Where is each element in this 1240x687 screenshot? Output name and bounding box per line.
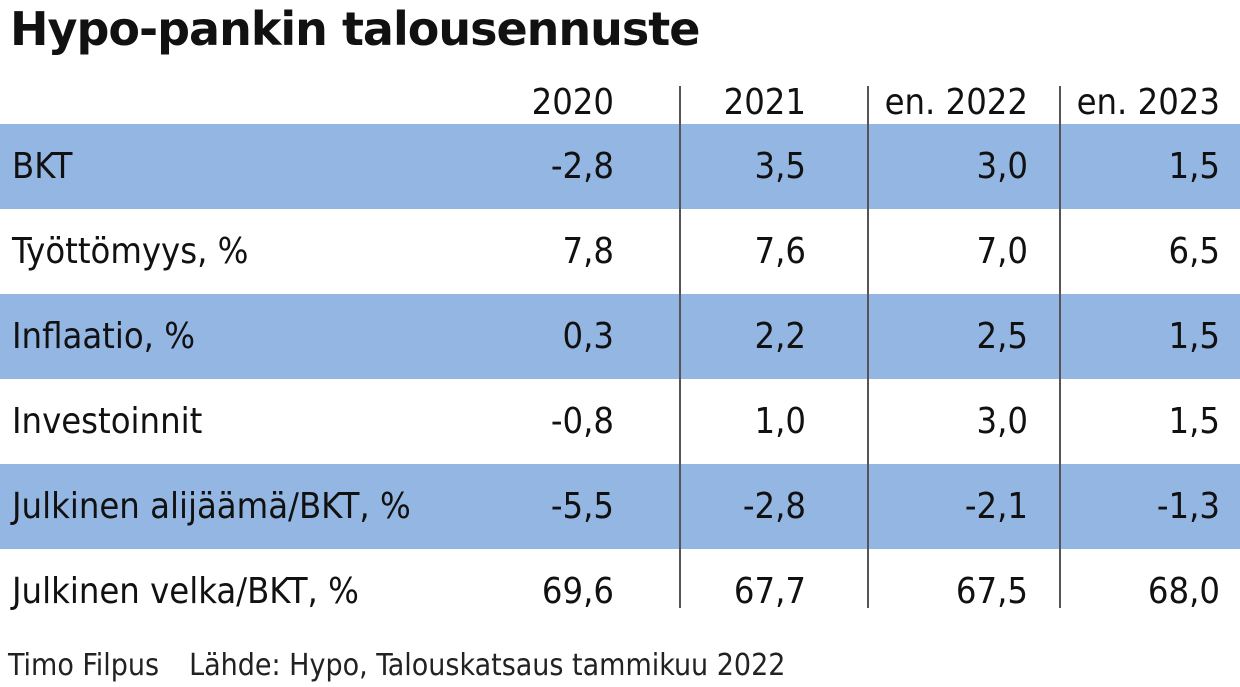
table-cell: 7,8 — [562, 231, 615, 272]
table-cell: 1,5 — [1168, 401, 1221, 442]
table-cell: 7,6 — [754, 231, 807, 272]
table-header-row: 2020 2021 en. 2022 en. 2023 — [0, 80, 1240, 124]
row-label: Työttömyys, % — [12, 231, 249, 272]
column-divider — [679, 86, 681, 608]
table-cell: -2,1 — [964, 486, 1028, 527]
row-label: Julkinen alijäämä/BKT, % — [12, 486, 411, 527]
column-divider — [867, 86, 869, 608]
author-credit: Timo Filpus — [8, 648, 160, 683]
row-label: Inflaatio, % — [12, 316, 196, 357]
source-credit: Lähde: Hypo, Talouskatsaus tammikuu 2022 — [189, 648, 786, 683]
forecast-table: 2020 2021 en. 2022 en. 2023 BKT -2,8 3,5 3,… — [0, 80, 1240, 612]
table-cell: 3,0 — [976, 401, 1029, 442]
table-row: BKT -2,8 3,5 3,0 1,5 — [0, 124, 1240, 209]
table-cell: -1,3 — [1156, 486, 1220, 527]
table-cell: 2,2 — [754, 316, 807, 357]
row-label: BKT — [12, 146, 73, 187]
column-header: en. 2022 — [884, 81, 1028, 123]
table-cell: 7,0 — [976, 231, 1029, 272]
table-row: Julkinen velka/BKT, % 69,6 67,7 67,5 68,0 — [0, 549, 1240, 634]
column-header: 2021 — [723, 81, 806, 123]
table-row: Työttömyys, % 7,8 7,6 7,0 6,5 — [0, 209, 1240, 294]
table-cell: 3,0 — [976, 146, 1029, 187]
table-cell: 67,5 — [955, 571, 1028, 612]
table-row: Julkinen alijäämä/BKT, % -5,5 -2,8 -2,1 -1,3 — [0, 464, 1240, 549]
table-cell: 1,0 — [754, 401, 807, 442]
table-cell: -2,8 — [550, 146, 614, 187]
table-cell: 69,6 — [541, 571, 614, 612]
column-divider — [1059, 86, 1061, 608]
table-cell: -0,8 — [550, 401, 614, 442]
table-cell: 1,5 — [1168, 316, 1221, 357]
footer: Timo Filpus Lähde: Hypo, Talouskatsaus ta… — [8, 648, 785, 683]
table-cell: 67,7 — [733, 571, 806, 612]
table-row: Inflaatio, % 0,3 2,2 2,5 1,5 — [0, 294, 1240, 379]
table-cell: 0,3 — [562, 316, 615, 357]
table-row: Investoinnit -0,8 1,0 3,0 1,5 — [0, 379, 1240, 464]
table-cell: -2,8 — [742, 486, 806, 527]
row-label: Investoinnit — [12, 401, 203, 442]
row-label: Julkinen velka/BKT, % — [12, 571, 359, 612]
table-cell: 1,5 — [1168, 146, 1221, 187]
table-cell: 3,5 — [754, 146, 807, 187]
table-cell: 6,5 — [1168, 231, 1221, 272]
table-cell: 68,0 — [1147, 571, 1220, 612]
table-cell: -5,5 — [550, 486, 614, 527]
table-cell: 2,5 — [976, 316, 1029, 357]
chart-title: Hypo-pankin talousennuste — [10, 2, 700, 56]
column-header: en. 2023 — [1076, 81, 1220, 123]
column-header: 2020 — [531, 81, 614, 123]
